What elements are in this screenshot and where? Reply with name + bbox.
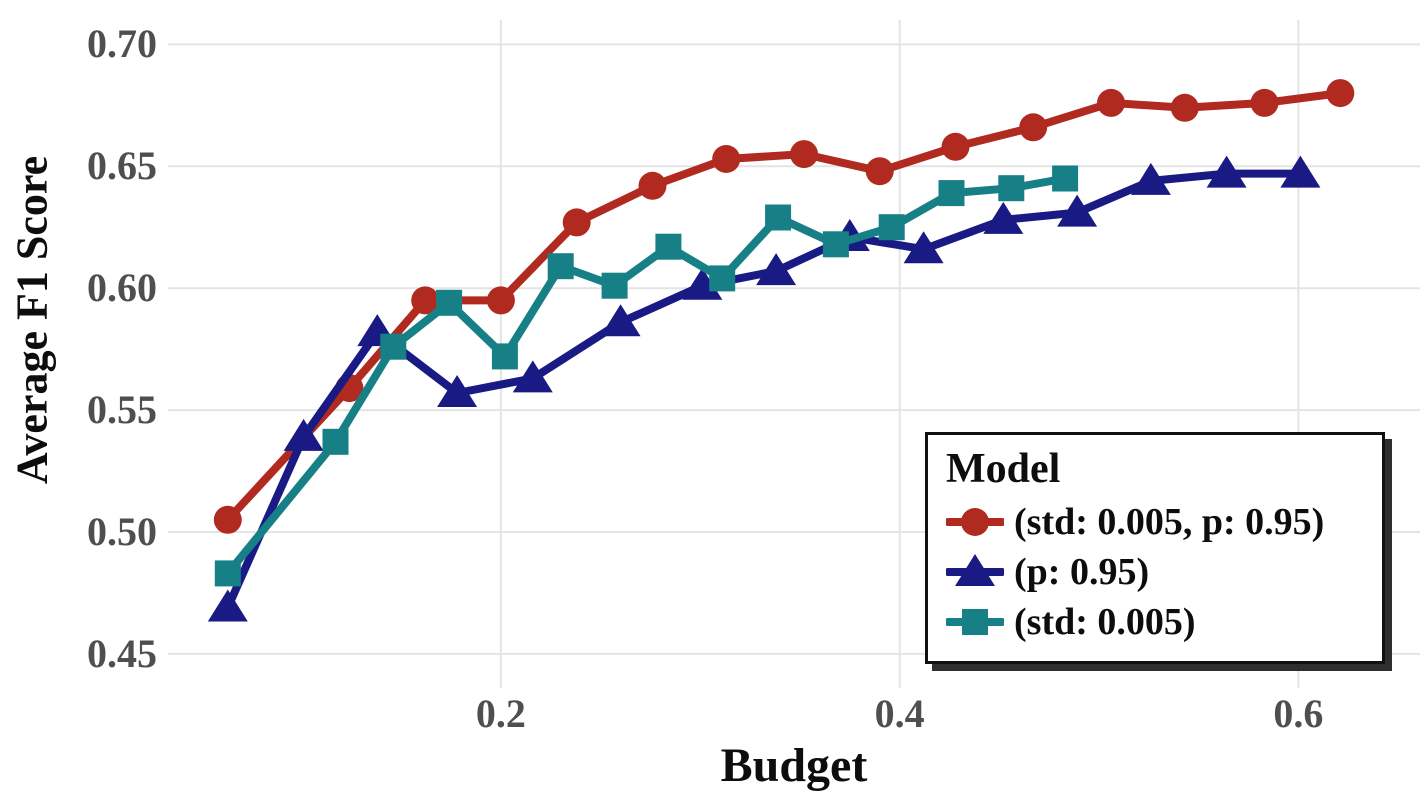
data-point-square bbox=[436, 289, 463, 316]
legend-marker-square bbox=[946, 609, 1004, 635]
data-point-circle bbox=[790, 140, 818, 169]
data-point-triangle bbox=[756, 253, 797, 286]
legend-entry: (std: 0.005, p: 0.95) bbox=[946, 497, 1368, 547]
data-point-square bbox=[380, 333, 407, 360]
data-point-circle bbox=[638, 171, 667, 200]
data-point-square bbox=[765, 204, 792, 231]
data-point-circle bbox=[411, 286, 440, 315]
data-point-square bbox=[938, 180, 965, 207]
data-point-triangle bbox=[600, 304, 641, 337]
data-point-circle bbox=[1250, 88, 1279, 117]
data-point-square bbox=[601, 272, 628, 299]
data-point-circle bbox=[712, 145, 741, 173]
legend-entry-label: (p: 0.95) bbox=[1014, 551, 1150, 593]
data-point-square bbox=[547, 253, 574, 280]
data-point-square bbox=[709, 265, 736, 292]
legend-marker-triangle-up bbox=[946, 554, 1004, 586]
data-point-triangle bbox=[1130, 162, 1171, 195]
data-point-square bbox=[322, 428, 349, 455]
data-point-triangle bbox=[1280, 155, 1321, 188]
data-point-square bbox=[998, 175, 1025, 202]
data-point-circle bbox=[941, 132, 970, 161]
legend-title: Model bbox=[946, 446, 1061, 492]
data-point-triangle bbox=[682, 267, 723, 300]
data-point-square bbox=[491, 343, 518, 370]
legend-entry: (std: 0.005) bbox=[946, 597, 1368, 647]
data-point-triangle bbox=[207, 589, 248, 622]
y-tick-label: 0.60 bbox=[87, 265, 157, 311]
data-point-circle bbox=[961, 508, 989, 536]
data-point-triangle bbox=[437, 375, 478, 407]
legend-entry-label: (std: 0.005) bbox=[1014, 601, 1196, 643]
data-point-circle bbox=[1170, 93, 1199, 122]
x-axis-title: Budget bbox=[720, 739, 868, 792]
y-tick-label: 0.55 bbox=[87, 387, 157, 433]
data-point-square bbox=[878, 214, 905, 241]
data-point-triangle bbox=[1206, 155, 1247, 188]
x-tick-label: 0.4 bbox=[874, 691, 925, 736]
x-tick-label: 0.2 bbox=[475, 691, 526, 736]
legend-entry: (p: 0.95) bbox=[946, 547, 1368, 597]
legend-entry-label: (std: 0.005, p: 0.95) bbox=[1014, 501, 1325, 543]
data-point-triangle bbox=[283, 418, 324, 451]
data-point-circle bbox=[486, 286, 515, 315]
legend-entries: (std: 0.005, p: 0.95) (p: 0.95) (std: 0.00… bbox=[946, 497, 1368, 647]
data-point-circle bbox=[1097, 88, 1125, 117]
data-point-square bbox=[1052, 165, 1079, 192]
data-point-triangle bbox=[983, 201, 1024, 234]
data-point-triangle bbox=[955, 554, 995, 586]
data-point-square bbox=[822, 231, 849, 258]
y-axis-title: Average F1 Score bbox=[7, 155, 57, 485]
y-tick-label: 0.50 bbox=[87, 508, 157, 554]
data-point-circle bbox=[562, 208, 591, 237]
data-point-square bbox=[214, 560, 241, 587]
data-point-triangle bbox=[1057, 194, 1098, 227]
data-point-square bbox=[655, 233, 682, 260]
y-tick-label: 0.65 bbox=[87, 143, 157, 189]
data-point-triangle bbox=[512, 360, 553, 393]
data-point-triangle bbox=[903, 231, 944, 264]
data-point-circle bbox=[1326, 79, 1355, 108]
x-tick-label: 0.6 bbox=[1273, 691, 1324, 736]
data-point-circle bbox=[1019, 113, 1048, 142]
data-point-square bbox=[962, 609, 988, 635]
series-square bbox=[214, 165, 1079, 587]
legend-marker-circle bbox=[946, 508, 1004, 536]
y-tick-label: 0.45 bbox=[87, 630, 157, 676]
data-point-circle bbox=[865, 157, 894, 186]
legend: Model (std: 0.005, p: 0.95) (p: 0.95) (std… bbox=[925, 432, 1385, 664]
y-tick-label: 0.70 bbox=[87, 21, 157, 67]
data-point-circle bbox=[213, 505, 242, 534]
